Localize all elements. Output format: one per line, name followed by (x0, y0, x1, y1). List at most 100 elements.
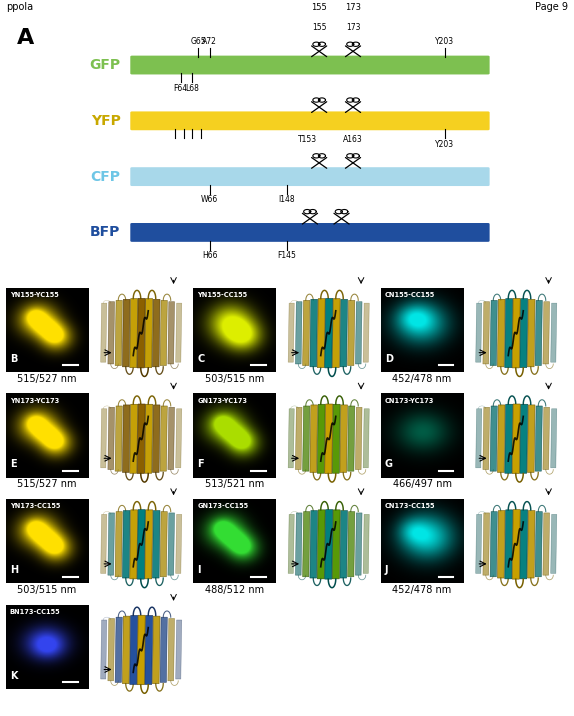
Text: A163: A163 (343, 135, 363, 144)
Polygon shape (543, 513, 549, 575)
Text: YN173-CC155: YN173-CC155 (10, 503, 60, 509)
Polygon shape (317, 299, 325, 367)
Polygon shape (137, 510, 145, 579)
Polygon shape (363, 303, 369, 362)
Text: Y203: Y203 (435, 37, 455, 47)
Text: GN173-YC173: GN173-YC173 (197, 397, 247, 404)
Text: D: D (385, 354, 393, 364)
Polygon shape (325, 510, 333, 579)
Polygon shape (130, 616, 138, 684)
Polygon shape (153, 405, 160, 473)
Polygon shape (115, 617, 122, 682)
Polygon shape (100, 409, 107, 468)
Text: Y203: Y203 (435, 140, 455, 149)
Text: E: E (10, 460, 17, 470)
Polygon shape (483, 407, 490, 470)
Text: 503/515 nm: 503/515 nm (205, 374, 264, 384)
Polygon shape (535, 511, 542, 577)
Polygon shape (168, 407, 174, 470)
Polygon shape (108, 513, 115, 575)
Polygon shape (296, 301, 302, 364)
Polygon shape (543, 301, 549, 364)
Polygon shape (168, 619, 174, 681)
Polygon shape (498, 511, 505, 578)
Polygon shape (153, 511, 160, 578)
Polygon shape (108, 407, 115, 470)
Polygon shape (296, 407, 302, 470)
Polygon shape (310, 405, 317, 473)
Polygon shape (490, 300, 497, 366)
Polygon shape (317, 405, 325, 473)
Text: F: F (197, 460, 204, 470)
Text: CFP: CFP (91, 170, 121, 183)
Polygon shape (302, 406, 310, 471)
Polygon shape (490, 511, 497, 577)
Text: F145: F145 (278, 251, 296, 260)
Polygon shape (490, 406, 497, 471)
Polygon shape (363, 409, 369, 468)
Polygon shape (340, 405, 347, 473)
Text: YFP: YFP (91, 114, 121, 128)
Polygon shape (528, 405, 535, 473)
Polygon shape (168, 301, 174, 364)
Polygon shape (520, 405, 528, 473)
Text: H66: H66 (201, 251, 218, 260)
Polygon shape (145, 616, 153, 684)
Polygon shape (543, 407, 549, 470)
Polygon shape (130, 510, 138, 579)
Polygon shape (176, 620, 182, 679)
Polygon shape (528, 511, 535, 578)
Polygon shape (340, 511, 347, 578)
Text: CN155-CC155: CN155-CC155 (385, 292, 435, 298)
Text: 155: 155 (312, 23, 327, 32)
Text: YN155-CC155: YN155-CC155 (197, 292, 247, 298)
Text: C: C (197, 354, 204, 364)
Polygon shape (505, 405, 513, 473)
Text: A72: A72 (202, 37, 217, 47)
Polygon shape (520, 510, 528, 579)
FancyBboxPatch shape (130, 168, 490, 186)
Text: 466/497 nm: 466/497 nm (393, 479, 452, 489)
Polygon shape (302, 511, 310, 577)
Polygon shape (145, 405, 153, 473)
Polygon shape (168, 513, 174, 575)
Polygon shape (332, 405, 340, 473)
Polygon shape (115, 300, 122, 366)
Text: F64: F64 (174, 84, 188, 93)
Text: 488/512 nm: 488/512 nm (205, 585, 264, 595)
Polygon shape (355, 301, 362, 364)
Polygon shape (535, 406, 542, 471)
Polygon shape (348, 406, 355, 471)
Polygon shape (137, 404, 145, 473)
Text: I148: I148 (279, 195, 295, 205)
Polygon shape (160, 617, 167, 682)
Polygon shape (476, 409, 482, 468)
Polygon shape (520, 299, 528, 367)
Polygon shape (160, 511, 167, 577)
Text: YN155-YC155: YN155-YC155 (10, 292, 59, 298)
Polygon shape (122, 511, 130, 578)
Polygon shape (332, 299, 340, 367)
Text: 452/478 nm: 452/478 nm (393, 585, 452, 595)
Polygon shape (528, 299, 535, 367)
Polygon shape (363, 514, 369, 574)
Polygon shape (288, 409, 294, 468)
Text: G65: G65 (190, 37, 206, 47)
Text: Page 9: Page 9 (536, 2, 568, 12)
FancyBboxPatch shape (130, 223, 490, 242)
Polygon shape (296, 513, 302, 575)
Polygon shape (122, 405, 130, 473)
Text: L68: L68 (185, 84, 199, 93)
Text: K: K (10, 671, 17, 680)
Text: 503/515 nm: 503/515 nm (17, 585, 76, 595)
Polygon shape (325, 299, 333, 368)
Polygon shape (130, 299, 138, 367)
Polygon shape (476, 514, 482, 574)
Polygon shape (137, 615, 145, 684)
Polygon shape (550, 514, 557, 574)
Polygon shape (145, 510, 153, 579)
Polygon shape (100, 514, 107, 574)
Text: 513/521 nm: 513/521 nm (205, 479, 264, 489)
Polygon shape (310, 511, 317, 578)
Polygon shape (160, 406, 167, 471)
